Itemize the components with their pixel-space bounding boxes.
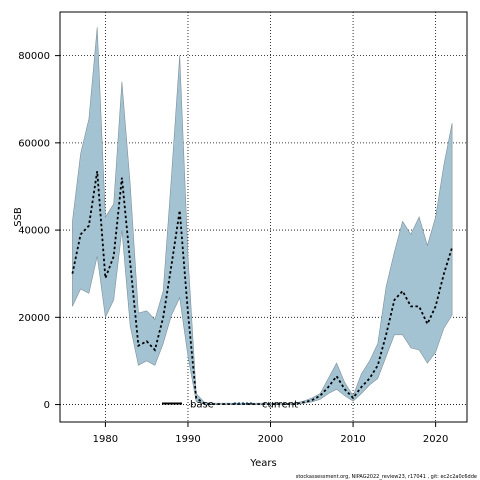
plot-frame: [59, 11, 468, 423]
y-tick-label: 20000: [18, 313, 50, 324]
x-tick-label: 2010: [340, 434, 365, 445]
legend-label-current: current: [262, 400, 298, 411]
y-tick-label: 40000: [18, 226, 50, 237]
confidence-band-area: [72, 27, 453, 405]
series-line-current: [71, 171, 453, 406]
x-tick-label: 1980: [93, 434, 118, 445]
series-lines: [71, 171, 453, 406]
y-tick-label: 60000: [18, 138, 50, 149]
legend-label-base: base: [190, 400, 214, 411]
x-axis-title: Years: [249, 458, 276, 469]
y-tick-label: 80000: [18, 51, 50, 62]
x-tick-label: 2000: [258, 434, 283, 445]
confidence-band: [72, 27, 453, 405]
y-tick-label: 0: [44, 400, 50, 411]
source-footnote: stockassessment.org, NIPAG2022_review23,…: [296, 474, 477, 480]
y-axis-title: SSB: [13, 207, 24, 227]
legend: base current: [162, 400, 298, 411]
x-tick-label: 2020: [423, 434, 448, 445]
axes: 1980 1990 2000 2010 2020 0 20000 40000 60000 8000…: [18, 51, 448, 445]
x-tick-label: 1990: [175, 434, 200, 445]
